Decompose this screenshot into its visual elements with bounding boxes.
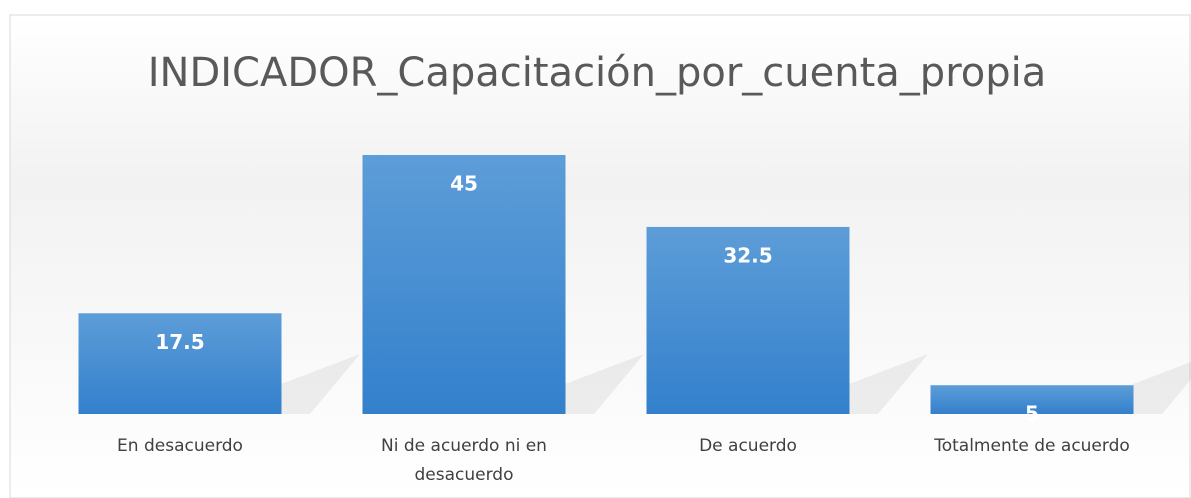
x-tick-label: De acuerdo (699, 436, 797, 456)
bar-shadow (565, 354, 644, 414)
value-label: 32.5 (723, 243, 772, 267)
bar (78, 313, 282, 414)
chart-area (9, 14, 1191, 498)
bar-shadow (281, 354, 360, 414)
value-label: 17.5 (155, 330, 204, 354)
value-label: 45 (450, 172, 478, 196)
bar (646, 226, 850, 414)
chart-title: INDICADOR_Capacitación_por_cuenta_propia (148, 50, 1047, 96)
bar (362, 155, 566, 414)
bar-shadow (849, 354, 928, 414)
bar-shadow (1133, 361, 1191, 414)
x-tick-label: Totalmente de acuerdo (934, 436, 1130, 456)
value-label: 5 (1025, 402, 1039, 426)
bar (930, 385, 1134, 414)
x-tick-label: En desacuerdo (117, 436, 243, 456)
x-tick-label: Ni de acuerdo ni en desacuerdo (381, 436, 547, 485)
